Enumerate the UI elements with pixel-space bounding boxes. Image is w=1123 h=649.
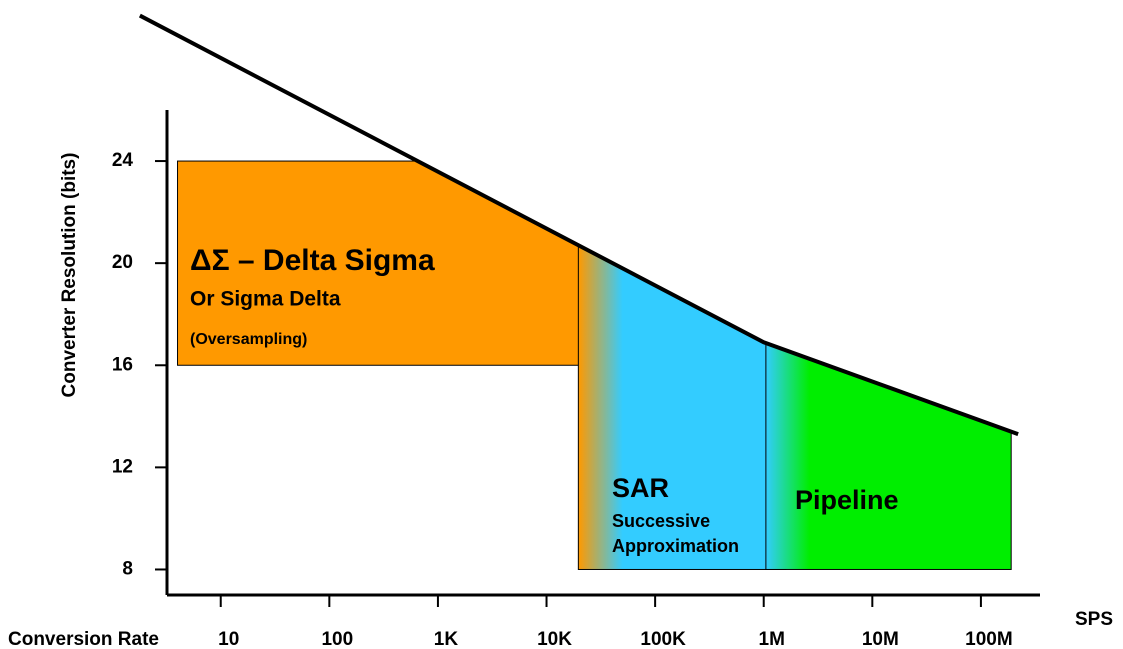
x-tick-label: 100 bbox=[321, 629, 353, 649]
region-label: Pipeline bbox=[795, 485, 899, 515]
boundary-line bbox=[138, 13, 1019, 437]
y-tick-label: 20 bbox=[112, 252, 133, 273]
x-unit: SPS bbox=[1075, 609, 1113, 630]
y-tick-label: 8 bbox=[122, 558, 133, 579]
x-tick-label: 10 bbox=[218, 629, 239, 649]
region-label: ΔΣ – Delta Sigma bbox=[190, 244, 435, 277]
x-tick-label: 100M bbox=[965, 629, 1013, 649]
y-tick-label: 16 bbox=[112, 354, 133, 375]
region-sublabel: Or Sigma Delta bbox=[190, 288, 341, 311]
y-tick-label: 12 bbox=[112, 456, 133, 477]
y-axis-label: Converter Resolution (bits) bbox=[59, 153, 80, 398]
x-tick-label: 1M bbox=[759, 629, 785, 649]
x-tick-label: 100K bbox=[640, 629, 686, 649]
x-tick-label: 10K bbox=[537, 629, 572, 649]
region-sublabel: Approximation bbox=[612, 536, 739, 556]
region-label: SAR bbox=[612, 473, 669, 503]
y-tick-label: 24 bbox=[112, 150, 134, 171]
x-axis-label: Conversion Rate bbox=[8, 629, 159, 649]
region-sublabel: Successive bbox=[612, 511, 710, 531]
x-tick-label: 1K bbox=[434, 629, 459, 649]
region-sublabel: (Oversampling) bbox=[190, 331, 307, 348]
x-tick-label: 10M bbox=[862, 629, 899, 649]
region bbox=[577, 160, 787, 570]
